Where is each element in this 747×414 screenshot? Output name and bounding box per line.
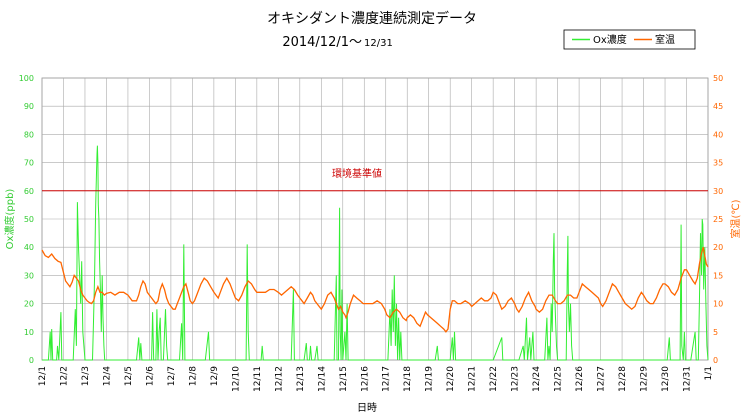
x-tick-label: 12/29 <box>640 366 650 392</box>
x-tick-label: 12/23 <box>511 366 521 392</box>
y-axis-right-title: 室温(℃) <box>729 199 742 238</box>
x-tick-label: 12/9 <box>210 366 220 386</box>
y-tick-left-label: 20 <box>24 300 34 309</box>
x-tick-label: 12/15 <box>339 366 349 392</box>
x-axis: 12/1 12/2 12/3 12/4 12/5 12/6 12/7 12/8 12/9 12/1… <box>38 366 714 392</box>
x-tick-label: 12/20 <box>446 366 456 392</box>
x-tick-label: 12/8 <box>188 366 198 386</box>
y-tick-left-label: 70 <box>24 159 34 168</box>
y-tick-left-label: 100 <box>19 74 34 83</box>
y-tick-right-label: 5 <box>713 328 718 337</box>
chart-subtitle: 2014/12/1～ <box>282 35 362 50</box>
y-tick-left-label: 90 <box>24 102 34 111</box>
y-tick-left-label: 60 <box>24 187 34 196</box>
y-tick-right-label: 15 <box>713 271 723 280</box>
series-temp-line <box>41 247 709 333</box>
x-tick-label: 12/24 <box>532 366 542 392</box>
legend: Ox濃度 室温 <box>563 29 696 50</box>
y-tick-right-label: 30 <box>713 187 723 196</box>
chart-subtitle-end: 12/31 <box>364 38 393 49</box>
x-tick-label: 12/13 <box>296 366 306 392</box>
x-tick-label: 12/26 <box>575 366 585 392</box>
x-tick-label: 12/19 <box>425 366 435 392</box>
x-tick-label: 12/21 <box>468 366 478 392</box>
y-tick-right-label: 50 <box>713 74 723 83</box>
x-tick-label: 1/1 <box>704 366 714 380</box>
x-tick-label: 12/10 <box>231 366 241 392</box>
legend-box <box>563 29 696 50</box>
y-tick-right-label: 0 <box>713 356 718 365</box>
y-tick-left-label: 50 <box>24 215 34 224</box>
x-tick-label: 12/14 <box>317 366 327 392</box>
x-tick-label: 12/16 <box>360 366 370 392</box>
y-tick-left-label: 40 <box>24 243 34 252</box>
x-tick-label: 12/30 <box>661 366 671 392</box>
x-tick-label: 12/2 <box>59 366 69 386</box>
y-tick-left-label: 80 <box>24 130 34 139</box>
x-tick-label: 12/4 <box>102 366 112 386</box>
x-tick-label: 12/27 <box>597 366 607 392</box>
y-tick-right-label: 40 <box>713 130 723 139</box>
x-tick-label: 12/17 <box>382 366 392 392</box>
x-tick-label: 12/6 <box>145 366 155 386</box>
y-axis-right: 0 5 10 15 20 25 30 35 40 45 50 <box>713 74 723 365</box>
x-tick-label: 12/18 <box>403 366 413 392</box>
y-tick-right-label: 10 <box>713 300 723 309</box>
y-tick-right-label: 20 <box>713 243 723 252</box>
x-tick-label: 12/28 <box>618 366 628 392</box>
x-tick-label: 12/7 <box>167 366 177 386</box>
x-tick-label: 12/22 <box>489 366 499 392</box>
y-tick-left-label: 0 <box>29 356 34 365</box>
y-tick-right-label: 25 <box>713 215 723 224</box>
legend-label-ox: Ox濃度 <box>593 33 627 46</box>
y-axis-left-title: Ox濃度(ppb) <box>3 189 16 250</box>
legend-label-temp: 室温 <box>655 33 675 46</box>
y-axis-left: 0 10 20 30 40 50 60 70 80 90 100 <box>19 74 34 365</box>
series-ox-line <box>42 145 709 361</box>
y-tick-right-label: 45 <box>713 102 723 111</box>
x-tick-label: 12/25 <box>554 366 564 392</box>
x-tick-label: 12/3 <box>81 366 91 386</box>
reference-line-label: 環境基準値 <box>332 167 382 180</box>
x-tick-label: 12/5 <box>124 366 134 386</box>
y-tick-left-label: 30 <box>24 271 34 280</box>
y-tick-right-label: 35 <box>713 159 723 168</box>
x-tick-label: 12/12 <box>274 366 284 392</box>
x-tick-label: 12/11 <box>253 366 263 392</box>
x-tick-label: 12/31 <box>683 366 693 392</box>
x-tick-label: 12/1 <box>38 366 48 386</box>
x-axis-title: 日時 <box>357 402 377 414</box>
chart-title: オキシダント濃度連続測定データ <box>267 10 477 27</box>
y-tick-left-label: 10 <box>24 328 34 337</box>
